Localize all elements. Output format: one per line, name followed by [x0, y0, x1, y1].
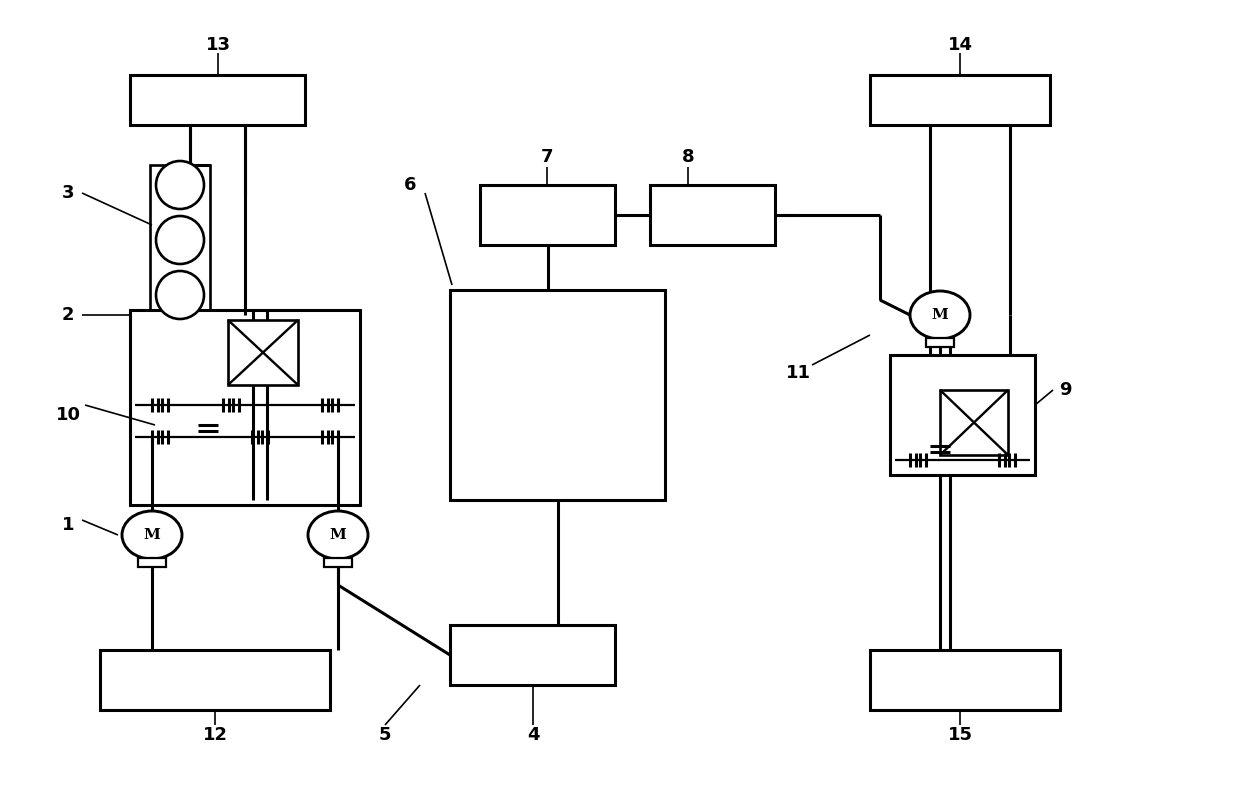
Text: 7: 7: [541, 148, 553, 166]
Text: 15: 15: [947, 726, 972, 744]
Text: 5: 5: [378, 726, 392, 744]
Circle shape: [156, 161, 205, 209]
Circle shape: [156, 271, 205, 319]
Bar: [480, 185, 615, 245]
Ellipse shape: [122, 511, 182, 559]
Bar: [450, 625, 615, 685]
Bar: [870, 75, 1050, 125]
Bar: [926, 338, 954, 347]
Bar: [324, 558, 352, 567]
Text: 4: 4: [527, 726, 539, 744]
Bar: [228, 320, 298, 385]
Bar: [940, 390, 1008, 455]
Bar: [870, 650, 1060, 710]
Text: 1: 1: [62, 516, 74, 534]
Text: 10: 10: [56, 406, 81, 424]
Text: 3: 3: [62, 184, 74, 202]
Circle shape: [156, 216, 205, 264]
Text: M: M: [330, 528, 346, 542]
Bar: [890, 355, 1035, 475]
Text: 14: 14: [947, 36, 972, 54]
Text: 9: 9: [1059, 381, 1071, 399]
Bar: [130, 310, 360, 505]
Bar: [650, 185, 775, 245]
Text: 2: 2: [62, 306, 74, 324]
Bar: [150, 165, 210, 315]
Bar: [100, 650, 330, 710]
Text: M: M: [931, 308, 949, 322]
Ellipse shape: [308, 511, 368, 559]
Text: 12: 12: [202, 726, 227, 744]
Bar: [138, 558, 166, 567]
Text: 13: 13: [206, 36, 231, 54]
Text: 6: 6: [404, 176, 417, 194]
Bar: [130, 75, 305, 125]
Ellipse shape: [910, 291, 970, 339]
Text: M: M: [144, 528, 160, 542]
Text: 11: 11: [785, 364, 811, 382]
Text: 8: 8: [682, 148, 694, 166]
Bar: [450, 290, 665, 500]
